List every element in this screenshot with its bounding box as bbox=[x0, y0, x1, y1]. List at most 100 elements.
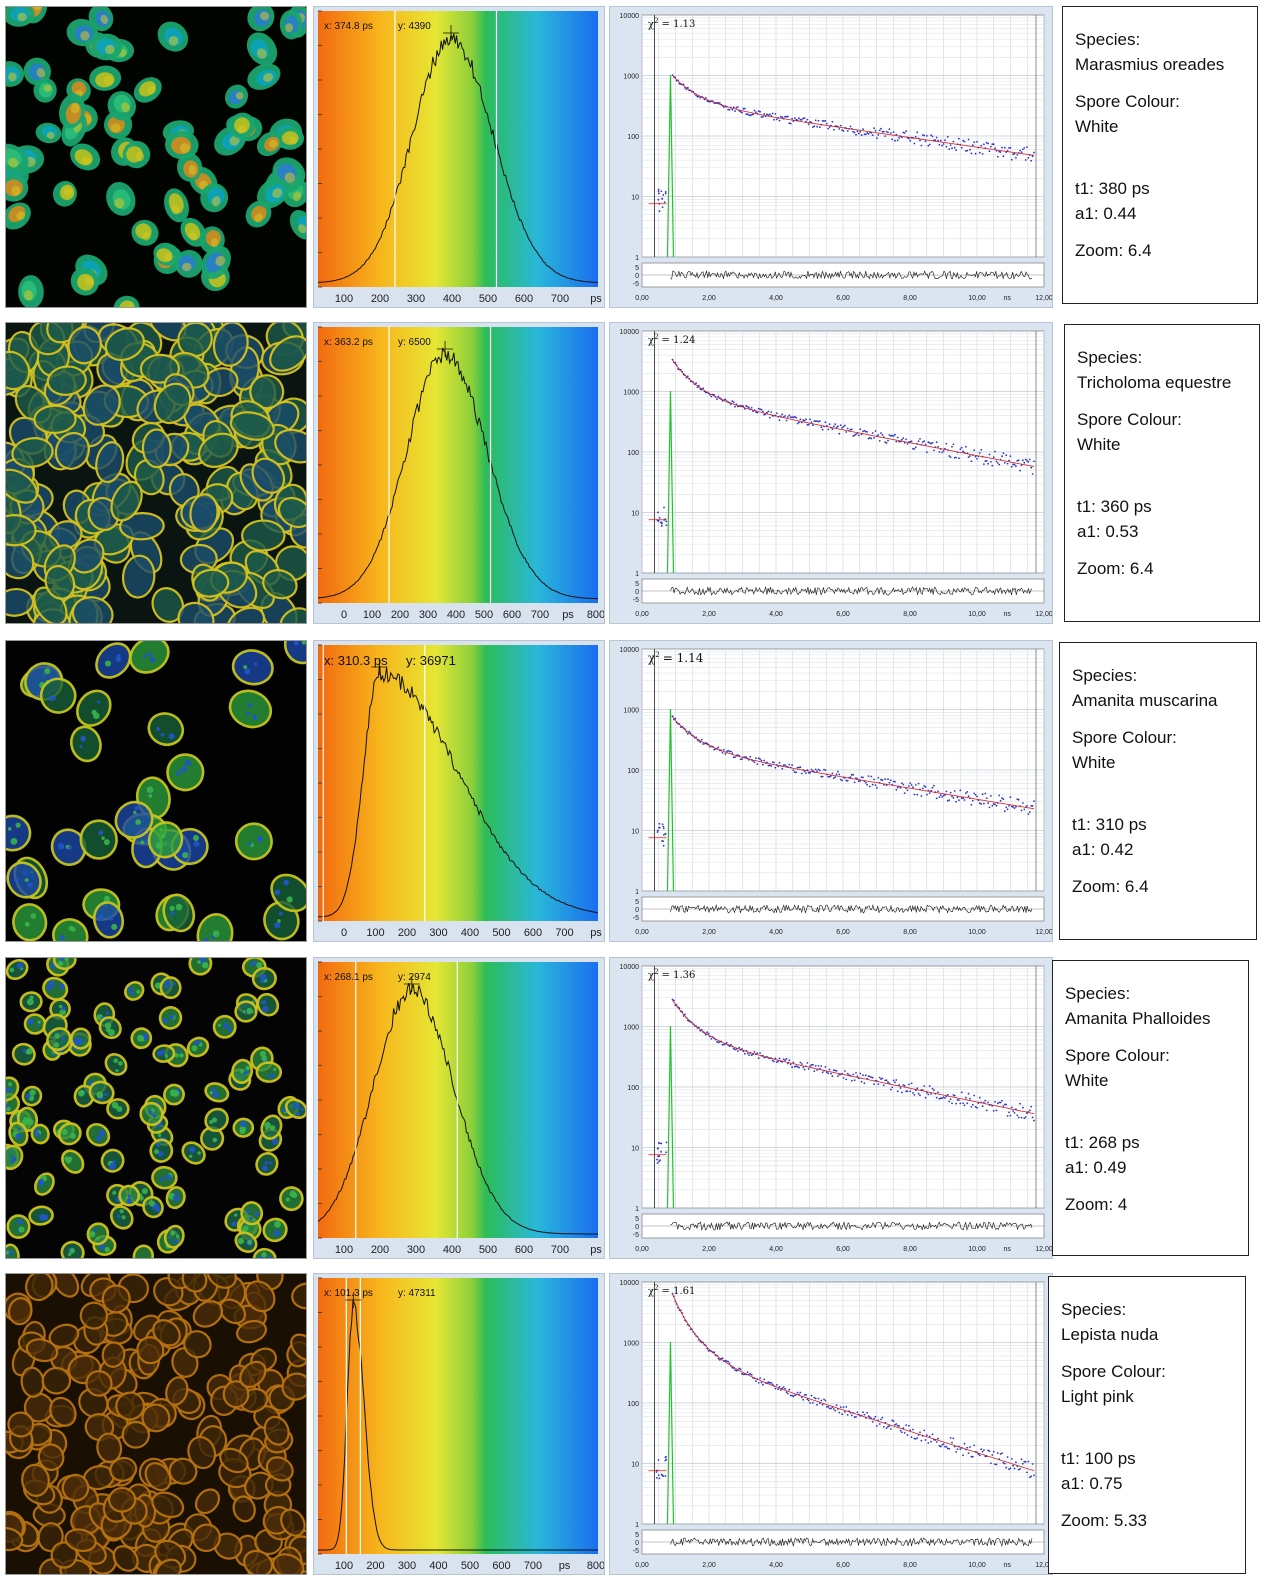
species-name: Lepista nuda bbox=[1061, 1325, 1159, 1344]
lifetime-histogram: 0 100 200 300 400 500 600 700 ps 800 bbox=[317, 326, 605, 621]
decay-x-tick: 8,00 bbox=[903, 295, 917, 302]
decay-x-tick: 2,00 bbox=[702, 929, 716, 936]
micrograph-panel bbox=[5, 6, 307, 308]
decay-y-tick: 10 bbox=[631, 1462, 639, 1469]
species-name: Tricholoma equestre bbox=[1077, 373, 1232, 392]
hist-tick-label: 500 bbox=[479, 1244, 497, 1256]
hist-tick-label: 300 bbox=[407, 293, 425, 305]
fluorescence-decay-panel: 10000 1000 100 10 1 5 0 -5 0,00 2,00 4,00 6,00 8,00 1… bbox=[609, 640, 1053, 942]
chi-square-value: = 1.13 bbox=[661, 19, 696, 31]
decay-y-tick: 10000 bbox=[620, 647, 640, 654]
decay-x-tick: 12,00 bbox=[1035, 1562, 1053, 1569]
decay-x-tick: 4,00 bbox=[769, 929, 783, 936]
hist-tick-label: 800 bbox=[587, 609, 605, 621]
residual-tick: 5 bbox=[635, 1216, 639, 1223]
residual-tick: -5 bbox=[633, 1232, 639, 1239]
decay-y-tick: 1000 bbox=[623, 1341, 639, 1348]
residual-tick: 5 bbox=[635, 1532, 639, 1539]
chi-superscript: 2 bbox=[654, 1284, 659, 1292]
micrograph-panel bbox=[5, 640, 307, 942]
decay-x-tick: ns bbox=[1003, 611, 1011, 618]
hist-tick-label: ps bbox=[559, 1560, 571, 1572]
histogram-readout-x: x: 268.1 ps bbox=[324, 972, 373, 983]
chi-square-label: χ2 = 1.36 bbox=[648, 968, 695, 981]
hist-tick-label: 500 bbox=[479, 293, 497, 305]
decay-x-tick: 0,00 bbox=[635, 1246, 649, 1253]
fluorescence-decay-panel: 10000 1000 100 10 1 5 0 -5 0,00 2,00 4,00 6,00 8,00 1… bbox=[609, 957, 1053, 1259]
spore-colour-label: Spore Colour: bbox=[1072, 728, 1177, 747]
spore-colour-value: Light pink bbox=[1061, 1387, 1134, 1406]
decay-x-tick: 12,00 bbox=[1035, 295, 1053, 302]
chi-superscript: 2 bbox=[655, 651, 660, 659]
decay-y-tick: 100 bbox=[627, 1085, 639, 1092]
hist-tick-label: 0 bbox=[341, 609, 347, 621]
spore-colour-value: White bbox=[1075, 117, 1119, 136]
residual-tick: 5 bbox=[635, 265, 639, 272]
lifetime-t1: t1: 268 ps bbox=[1065, 1133, 1140, 1152]
decay-x-tick: 4,00 bbox=[769, 1246, 783, 1253]
residual-tick: 0 bbox=[635, 907, 639, 914]
species-name: Marasmius oreades bbox=[1075, 55, 1225, 74]
decay-x-tick: 8,00 bbox=[903, 929, 917, 936]
spore-colour-label: Spore Colour: bbox=[1061, 1362, 1166, 1381]
residual-tick: 5 bbox=[635, 581, 639, 588]
decay-y-tick: 1000 bbox=[623, 708, 639, 715]
hist-tick-label: 500 bbox=[461, 1560, 479, 1572]
species-label: Species: bbox=[1061, 1300, 1127, 1319]
lifetime-histogram-panel: 100 200 300 400 500 600 700 ps x: 374.8 ps y: 439… bbox=[313, 6, 605, 308]
decay-y-tick: 10000 bbox=[620, 13, 640, 20]
hist-tick-label: 600 bbox=[515, 293, 533, 305]
spore-colour-label: Spore Colour: bbox=[1065, 1046, 1170, 1065]
lifetime-histogram-panel: 100 200 300 400 500 600 700 ps x: 268.1 ps y: 297… bbox=[313, 957, 605, 1259]
decay-x-tick: 0,00 bbox=[635, 929, 649, 936]
fluorescence-decay-panel: 10000 1000 100 10 1 5 0 -5 0,00 2,00 4,00 6,00 8,00 1… bbox=[609, 6, 1053, 308]
residual-tick: -5 bbox=[633, 597, 639, 604]
fluorescence-decay-plot: 10000 1000 100 10 1 50-5 0,00 2,00 4,00 6,00 8,00 1… bbox=[620, 1280, 1053, 1569]
spore-colour-value: White bbox=[1072, 753, 1116, 772]
hist-tick-label: ps bbox=[590, 927, 602, 939]
hist-tick-label: 400 bbox=[443, 293, 461, 305]
decay-y-tick: 10000 bbox=[620, 329, 640, 336]
chi-symbol: χ bbox=[648, 651, 656, 665]
decay-x-tick: 6,00 bbox=[836, 929, 850, 936]
hist-tick-label: 100 bbox=[335, 1244, 353, 1256]
hist-tick-label: 400 bbox=[461, 927, 479, 939]
decay-x-tick: 12,00 bbox=[1035, 929, 1053, 936]
chi-square-label: χ2 = 1.14 bbox=[648, 651, 703, 665]
decay-y-tick: 1 bbox=[635, 571, 639, 578]
decay-x-tick: 8,00 bbox=[903, 1246, 917, 1253]
lifetime-t1: t1: 310 ps bbox=[1072, 815, 1147, 834]
decay-x-tick: 2,00 bbox=[702, 1246, 716, 1253]
decay-y-tick: 1000 bbox=[623, 1025, 639, 1032]
spore-colour-value: White bbox=[1077, 435, 1121, 454]
decay-x-tick: 10,00 bbox=[968, 295, 986, 302]
hist-tick-label: 200 bbox=[371, 293, 389, 305]
species-name: Amanita Phalloides bbox=[1065, 1009, 1211, 1028]
hist-tick-label: 200 bbox=[398, 927, 416, 939]
residual-tick: 0 bbox=[635, 1224, 639, 1231]
hist-tick-label: 700 bbox=[524, 1560, 542, 1572]
species-label: Species: bbox=[1075, 30, 1141, 49]
hist-tick-label: ps bbox=[590, 293, 602, 305]
lifetime-histogram: 100 200 300 400 500 600 700 ps bbox=[317, 10, 602, 305]
chi-square-value: = 1.36 bbox=[661, 970, 696, 982]
species-label: Species: bbox=[1077, 348, 1143, 367]
decay-x-tick: 2,00 bbox=[702, 295, 716, 302]
decay-x-tick: 10,00 bbox=[968, 1246, 986, 1253]
residual-tick: -5 bbox=[633, 1548, 639, 1555]
chi-square-value: = 1.14 bbox=[662, 651, 704, 665]
decay-x-tick: ns bbox=[1003, 1246, 1011, 1253]
lifetime-histogram-panel: 0 100 200 300 400 500 600 700 ps 800 x: 363.2 ps y:… bbox=[313, 322, 605, 624]
histogram-readout-y: y: 36971 bbox=[406, 653, 456, 668]
lifetime-histogram: 0 100 200 300 400 500 600 700 ps bbox=[317, 644, 602, 939]
residual-tick: 0 bbox=[635, 273, 639, 280]
hist-tick-label: 700 bbox=[555, 927, 573, 939]
hist-tick-label: 800 bbox=[587, 1560, 605, 1572]
decay-x-tick: 8,00 bbox=[903, 611, 917, 618]
species-label: Species: bbox=[1072, 666, 1138, 685]
spore-colour-label: Spore Colour: bbox=[1077, 410, 1182, 429]
decay-x-tick: 6,00 bbox=[836, 295, 850, 302]
histogram-readout-x: x: 374.8 ps bbox=[324, 21, 373, 32]
micrograph-panel bbox=[5, 322, 307, 624]
fluorescence-decay-plot: 10000 1000 100 10 1 50-5 0,00 2,00 4,00 6,00 8,00 1… bbox=[620, 13, 1053, 302]
